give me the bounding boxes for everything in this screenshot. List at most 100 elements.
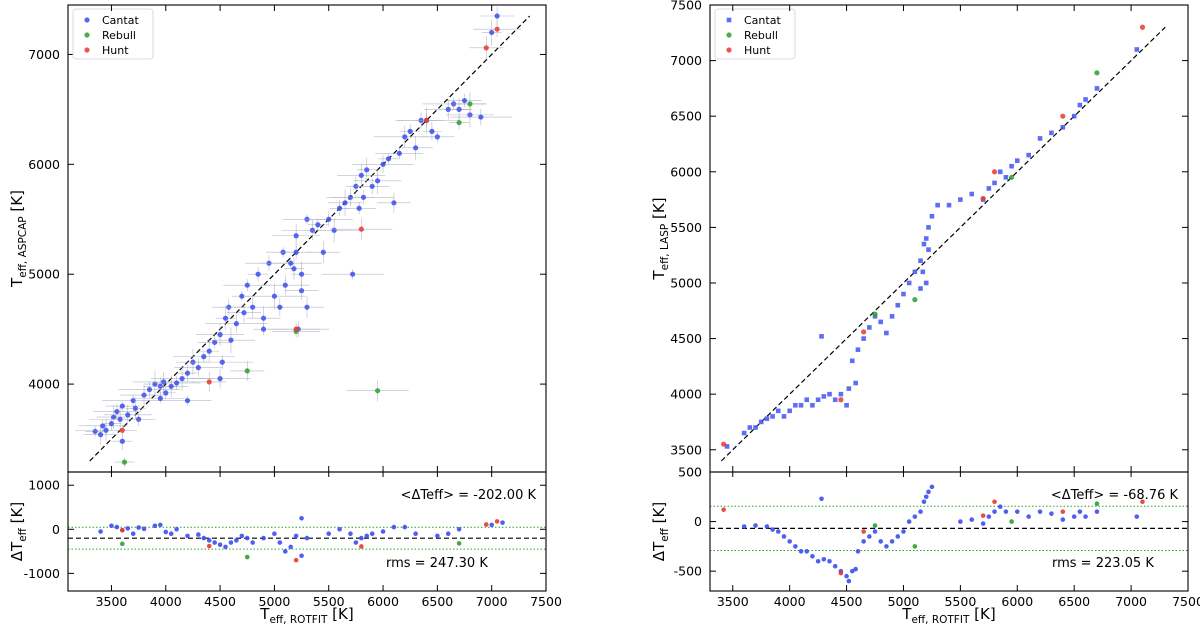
y-tick-label: 7000 [28,47,60,62]
data-point [212,339,218,345]
residual-point [969,517,975,522]
data-point [884,330,889,336]
left-x-axis-label: Teff, ROTFIT [K] [259,605,353,626]
data-point [241,310,247,316]
x-label-unit: [K] [327,605,353,623]
data-point [277,304,283,310]
data-point [926,225,931,230]
y-label-main: T [650,270,668,281]
data-point [489,29,495,36]
residual-point [337,526,342,532]
residual-point [793,544,798,549]
data-point [298,288,305,294]
data-point [819,334,824,339]
right-series-hunt [721,24,1146,447]
data-point [350,271,356,277]
legend-label: Cantat [744,14,781,27]
data-point [100,423,106,429]
data-point [391,200,397,206]
residual-point [992,509,997,514]
data-point [201,354,207,360]
data-point [1083,97,1088,102]
x-tick-label: 5000 [259,594,291,609]
x-tick-label: 4500 [204,594,236,609]
residual-point [196,532,201,537]
data-point [429,128,435,134]
residual-point [815,558,821,564]
data-point [217,376,223,382]
data-point [867,325,872,330]
data-point [358,226,364,232]
x-tick-label: 3500 [717,594,749,609]
legend-marker [726,32,732,38]
legend-box [72,8,154,60]
data-point [174,380,180,386]
left-rms-text: rms = 247.30 K [386,556,488,571]
data-point [992,180,997,186]
left-main-plot-area [75,6,531,468]
data-point [878,319,884,325]
residual-point [136,525,141,530]
data-point [861,336,866,341]
residual-point [282,549,288,554]
residual-point [918,509,923,514]
residual-point [217,542,223,548]
residual-point [770,527,775,532]
residual-point [1014,509,1020,514]
residual-point [130,531,136,537]
data-point [478,114,484,120]
residual-point [212,540,217,545]
data-point [918,258,923,264]
data-point [838,397,844,403]
residual-point [855,549,861,554]
data-point [163,390,169,396]
data-point [119,403,125,409]
data-point [396,150,402,156]
data-point [184,370,191,376]
residual-point [1049,511,1054,516]
data-point [461,97,468,104]
data-point [291,266,297,272]
data-point [889,314,895,319]
y-tick-label: 3500 [670,442,702,457]
residual-point [861,529,866,534]
data-point [315,222,321,228]
data-point [923,236,929,241]
data-point [125,412,131,418]
data-point [753,425,758,430]
x-tick-label: 7000 [476,594,508,609]
legend-label: Hunt [102,44,129,57]
data-point [821,394,827,399]
data-point [92,428,98,434]
data-point [1049,130,1054,136]
residual-point [299,553,304,559]
data-point [244,368,250,374]
data-point [1014,158,1020,163]
res-label-sub: eff [659,527,671,541]
data-point [271,293,278,299]
residual-point [304,535,310,541]
residual-point [986,514,992,519]
residual-point [272,531,277,537]
data-point [130,397,136,404]
residual-point [1134,514,1140,519]
data-point [1134,47,1140,52]
data-point [872,311,878,317]
residual-point [359,544,364,549]
x-tick-label: 7500 [530,594,562,609]
data-point [375,178,381,184]
residual-point [798,549,804,554]
right-series-cantat [724,47,1140,449]
residual-point [500,520,505,525]
data-point [320,249,326,255]
residual-point [980,513,986,518]
x-label-main: T [259,605,270,623]
one-to-one-line [89,15,531,462]
residual-point [489,522,494,528]
data-point [724,444,730,449]
data-point [206,379,212,385]
data-point [494,26,500,32]
residual-point [853,566,858,572]
residual-point [849,568,855,574]
data-point [986,186,992,191]
